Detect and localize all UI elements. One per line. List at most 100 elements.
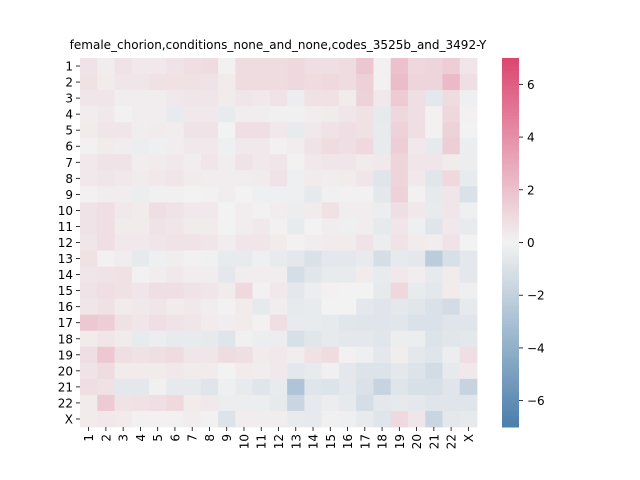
heatmap-cell xyxy=(338,378,357,396)
colorbar-segment xyxy=(502,297,519,301)
col-tick-label: 21 xyxy=(427,434,441,449)
colorbar-segment xyxy=(502,390,519,394)
colorbar-segment xyxy=(502,384,519,388)
heatmap-cell xyxy=(235,410,254,428)
heatmap-cell xyxy=(338,282,357,300)
heatmap-cell xyxy=(304,282,323,300)
heatmap-cell xyxy=(390,330,409,348)
colorbar-segment xyxy=(502,205,519,209)
heatmap-cell xyxy=(373,314,392,332)
heatmap-cell xyxy=(269,202,288,219)
heatmap-cell xyxy=(356,154,374,171)
colorbar-tick-label: −2 xyxy=(527,289,545,303)
heatmap-cell xyxy=(373,170,392,187)
heatmap-cell xyxy=(200,138,219,155)
colorbar-segment xyxy=(502,147,519,151)
heatmap-cell xyxy=(269,362,288,380)
heatmap-cell xyxy=(218,138,236,155)
heatmap-cell xyxy=(425,298,443,316)
heatmap-cell xyxy=(459,394,478,412)
heatmap-cell xyxy=(131,314,150,332)
heatmap-cell xyxy=(321,266,340,284)
heatmap-cell xyxy=(269,314,288,332)
heatmap-cell xyxy=(425,282,443,300)
heatmap-cell xyxy=(97,410,115,428)
heatmap-cell xyxy=(304,186,323,203)
heatmap-cell xyxy=(97,218,115,235)
colorbar-segment xyxy=(502,184,519,188)
heatmap-cell xyxy=(425,218,443,235)
colorbar-segment xyxy=(502,76,519,80)
heatmap-cell xyxy=(459,314,478,332)
heatmap-cell xyxy=(149,362,167,380)
heatmap-cell xyxy=(425,234,443,251)
heatmap-cell xyxy=(235,314,254,332)
heatmap-cell xyxy=(425,90,443,107)
heatmap-cell xyxy=(80,378,98,396)
heatmap-cell xyxy=(80,394,98,412)
heatmap-cell xyxy=(80,186,98,203)
heatmap-cell xyxy=(218,234,236,251)
colorbar-tick-label: −4 xyxy=(527,341,545,355)
heatmap-cell xyxy=(131,378,150,396)
heatmap-cell xyxy=(442,154,461,171)
heatmap-cell xyxy=(218,410,236,428)
heatmap-cell xyxy=(235,186,254,203)
heatmap-cell xyxy=(425,330,443,348)
heatmap-cell xyxy=(252,298,271,316)
heatmap-cell xyxy=(252,186,271,203)
colorbar-segment xyxy=(502,237,519,241)
row-tick-label: 18 xyxy=(58,332,73,346)
heatmap-cell xyxy=(373,266,392,284)
heatmap-cell xyxy=(80,106,98,123)
heatmap-cell xyxy=(235,138,254,155)
heatmap-cell xyxy=(442,234,461,251)
col-tick-label: 14 xyxy=(307,434,321,449)
heatmap-cell xyxy=(97,186,115,203)
colorbar-segment xyxy=(502,155,519,159)
heatmap-cell xyxy=(459,362,478,380)
heatmap-cell xyxy=(356,410,374,428)
heatmap-cell xyxy=(338,394,357,412)
heatmap-cell xyxy=(304,234,323,251)
heatmap-cell xyxy=(235,250,254,267)
colorbar-segment xyxy=(502,60,519,64)
heatmap-cell xyxy=(200,330,219,348)
heatmap-cell xyxy=(321,298,340,316)
heatmap-cell xyxy=(97,74,115,91)
heatmap-cell xyxy=(166,314,184,332)
heatmap-cell xyxy=(407,330,426,348)
heatmap-cell xyxy=(200,266,219,284)
heatmap-cell xyxy=(425,362,443,380)
colorbar-segment xyxy=(502,398,519,402)
heatmap-cell xyxy=(287,90,305,107)
heatmap-cell xyxy=(269,234,288,251)
heatmap-cell xyxy=(442,378,461,396)
heatmap-cell xyxy=(269,154,288,171)
heatmap-cell xyxy=(97,122,115,139)
heatmap-cell xyxy=(149,218,167,235)
colorbar-segment xyxy=(502,276,519,280)
heatmap-cell xyxy=(407,378,426,396)
colorbar-tick-label: 2 xyxy=(527,183,535,197)
colorbar-segment xyxy=(502,160,519,164)
colorbar-segment xyxy=(502,316,519,320)
heatmap-cell xyxy=(338,314,357,332)
heatmap-cell xyxy=(304,394,323,412)
col-tick-label: 2 xyxy=(99,434,113,442)
colorbar-segment xyxy=(502,303,519,307)
colorbar-segment xyxy=(502,224,519,228)
heatmap-cell xyxy=(407,394,426,412)
heatmap-cell xyxy=(373,202,392,219)
heatmap-cell xyxy=(114,170,133,187)
heatmap-cell xyxy=(390,410,409,428)
heatmap-cell xyxy=(183,122,202,139)
colorbar-segment xyxy=(502,226,519,230)
heatmap-cell xyxy=(131,74,150,91)
heatmap-cell xyxy=(80,314,98,332)
heatmap-cell xyxy=(407,346,426,364)
heatmap-cell xyxy=(356,202,374,219)
col-tick-label: 17 xyxy=(358,434,372,449)
heatmap-cell xyxy=(183,218,202,235)
